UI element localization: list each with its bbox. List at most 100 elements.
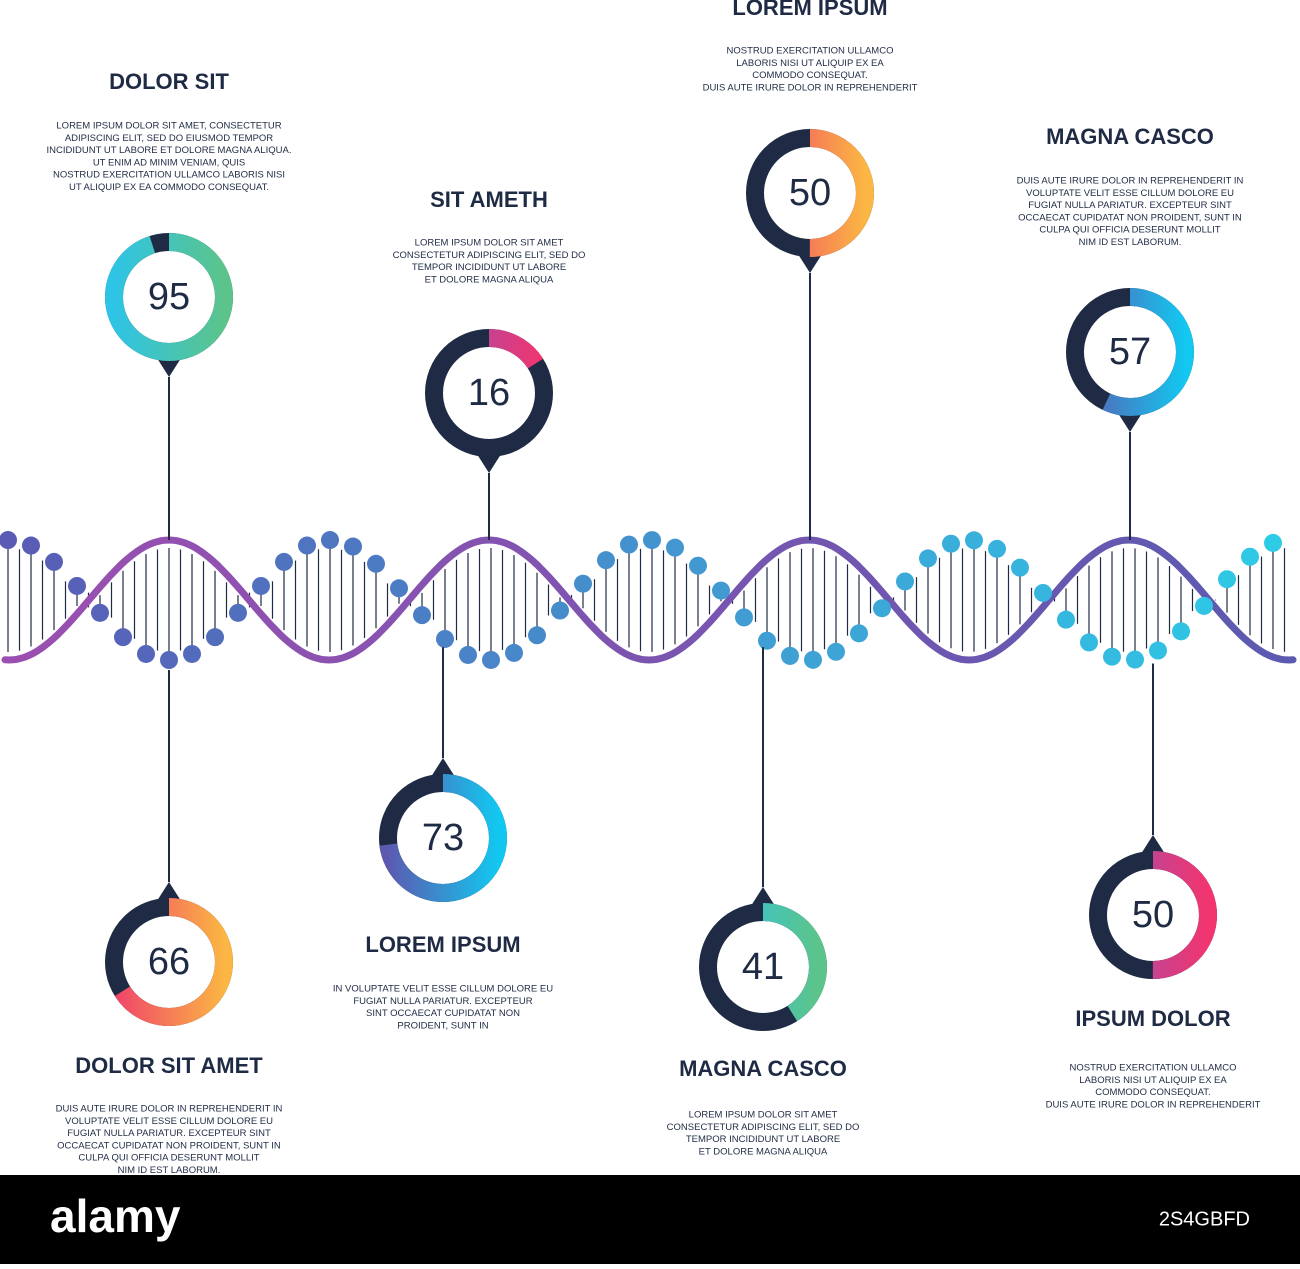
item-text: LABORIS NISI UT ALIQUIP EX EA xyxy=(736,58,884,69)
base-dot xyxy=(367,554,385,573)
item-text: NOSTRUD EXERCITATION ULLAMCO xyxy=(727,46,894,57)
item-text: CULPA QUI OFFICIA DESERUNT MOLLIT xyxy=(78,1153,259,1164)
gauge-value: 95 xyxy=(148,276,190,318)
base-dot xyxy=(965,531,983,550)
item-text: VOLUPTATE VELIT ESSE CILLUM DOLORE EU xyxy=(1026,188,1234,199)
base-dot xyxy=(298,536,316,555)
base-dot xyxy=(804,650,822,669)
gauge: 73 LOREM IPSUM IN VOLUPTATE VELIT ESSE CIL… xyxy=(333,647,553,1031)
base-dot xyxy=(781,646,799,665)
base-dot xyxy=(712,581,730,600)
item-text: VOLUPTATE VELIT ESSE CILLUM DOLORE EU xyxy=(65,1116,273,1127)
item-title: MAGNA CASCO xyxy=(679,1056,847,1081)
gauge-arc xyxy=(105,898,233,1026)
base-dot xyxy=(160,651,178,669)
item-text: CONSECTETUR ADIPISCING ELIT, SED DO xyxy=(393,250,586,261)
base-dot xyxy=(896,572,914,591)
base-dot xyxy=(505,643,523,662)
base-dot xyxy=(137,644,155,663)
gauge-arc xyxy=(746,129,874,257)
base-dot xyxy=(1080,633,1098,652)
base-dot xyxy=(1218,570,1236,589)
item-text: IN VOLUPTATE VELIT ESSE CILLUM DOLORE EU xyxy=(333,984,553,995)
footer-bar xyxy=(0,1175,1300,1264)
base-dot xyxy=(344,537,362,556)
base-dot xyxy=(758,631,776,650)
item-text: DUIS AUTE IRURE DOLOR IN REPREHENDERIT I… xyxy=(56,1104,283,1115)
base-dot xyxy=(620,535,638,554)
item-text: DUIS AUTE IRURE DOLOR IN REPREHENDERIT xyxy=(703,82,918,93)
base-dot xyxy=(183,644,201,663)
item-text: UT ENIM AD MINIM VENIAM, QUIS xyxy=(93,157,245,168)
base-dot xyxy=(988,539,1006,558)
base-dot xyxy=(1172,622,1190,641)
item-title: LOREM IPSUM xyxy=(365,932,520,957)
base-dot xyxy=(1195,596,1213,615)
base-dot xyxy=(528,626,546,645)
gauge-arc xyxy=(1089,851,1217,979)
image-id: 2S4GBFD xyxy=(1159,1208,1250,1230)
base-dot xyxy=(436,629,454,648)
base-dot xyxy=(390,579,408,598)
item-text: NOSTRUD EXERCITATION ULLAMCO LABORIS NIS… xyxy=(53,170,285,181)
item-text: ET DOLORE MAGNA ALIQUA xyxy=(425,274,554,285)
base-dot xyxy=(827,642,845,661)
base-dot xyxy=(689,556,707,575)
gauge-arc xyxy=(379,774,507,902)
base-dot xyxy=(91,603,109,622)
base-dot xyxy=(206,628,224,647)
item-title: DOLOR SIT xyxy=(109,69,229,94)
gauge-arc xyxy=(105,233,233,361)
base-dot xyxy=(114,628,132,647)
item-text: OCCAECAT CUPIDATAT NON PROIDENT, SUNT IN xyxy=(57,1140,281,1151)
item-text: DUIS AUTE IRURE DOLOR IN REPREHENDERIT I… xyxy=(1017,176,1244,187)
base-dot xyxy=(1103,647,1121,666)
gauge-value: 66 xyxy=(148,941,190,983)
item-text: ET DOLORE MAGNA ALIQUA xyxy=(699,1146,828,1157)
base-dot xyxy=(482,650,500,669)
item-text: COMMODO CONSEQUAT. xyxy=(752,70,867,81)
item-text: ADIPISCING ELIT, SED DO EIUSMOD TEMPOR xyxy=(65,133,273,144)
item-text: CULPA QUI OFFICIA DESERUNT MOLLIT xyxy=(1039,225,1220,236)
gauge: 50 LOREM IPSUM NOSTRUD EXERCITATION ULLAMC… xyxy=(703,0,918,541)
base-dot xyxy=(413,606,431,625)
base-dot xyxy=(459,645,477,664)
gauge-value: 16 xyxy=(468,372,510,414)
item-text: UT ALIQUIP EX EA COMMODO CONSEQUAT. xyxy=(69,182,269,193)
base-dot xyxy=(850,624,868,643)
base-dot xyxy=(45,552,63,571)
gauge-arc xyxy=(699,903,827,1031)
base-dot xyxy=(22,536,40,555)
item-text: FUGIAT NULLA PARIATUR. EXCEPTEUR xyxy=(353,996,532,1007)
base-dot xyxy=(275,552,293,571)
item-text: TEMPOR INCIDIDUNT UT LABORE xyxy=(686,1134,840,1145)
item-text: SINT OCCAECAT CUPIDATAT NON xyxy=(366,1008,520,1019)
item-text: INCIDIDUNT UT LABORE ET DOLORE MAGNA ALI… xyxy=(47,145,292,156)
gauge-value: 73 xyxy=(422,817,464,859)
base-dot xyxy=(1149,641,1167,660)
base-dot xyxy=(321,531,339,550)
gauge: 95 DOLOR SIT LOREM IPSUM DOLOR SIT AMET, C… xyxy=(47,69,292,540)
brand: alamy xyxy=(50,1190,181,1242)
base-dot xyxy=(551,601,569,620)
item-title: SIT AMETH xyxy=(430,187,548,212)
item-text: LOREM IPSUM DOLOR SIT AMET, CONSECTETUR xyxy=(56,121,281,132)
gauge-arc xyxy=(1066,288,1194,416)
dna-helix xyxy=(0,531,1297,669)
item-text: NIM ID EST LABORUM. xyxy=(1079,237,1182,248)
base-dot xyxy=(252,576,270,595)
item-text: LOREM IPSUM DOLOR SIT AMET xyxy=(415,238,564,249)
base-dot xyxy=(1241,547,1259,566)
item-text: LABORIS NISI UT ALIQUIP EX EA xyxy=(1079,1075,1227,1086)
gauge: 66 DOLOR SIT AMET DUIS AUTE IRURE DOLOR IN… xyxy=(56,670,283,1176)
item-text: PROIDENT, SUNT IN xyxy=(397,1020,488,1031)
base-dot xyxy=(1264,533,1282,552)
item-text: FUGIAT NULLA PARIATUR. EXCEPTEUR SINT xyxy=(67,1128,271,1139)
base-dot xyxy=(735,608,753,627)
gauge-value: 50 xyxy=(1132,894,1174,936)
base-dot xyxy=(873,599,891,618)
item-text: NIM ID EST LABORUM. xyxy=(118,1165,221,1176)
item-title: MAGNA CASCO xyxy=(1046,124,1214,149)
gauge-arc xyxy=(425,329,553,457)
